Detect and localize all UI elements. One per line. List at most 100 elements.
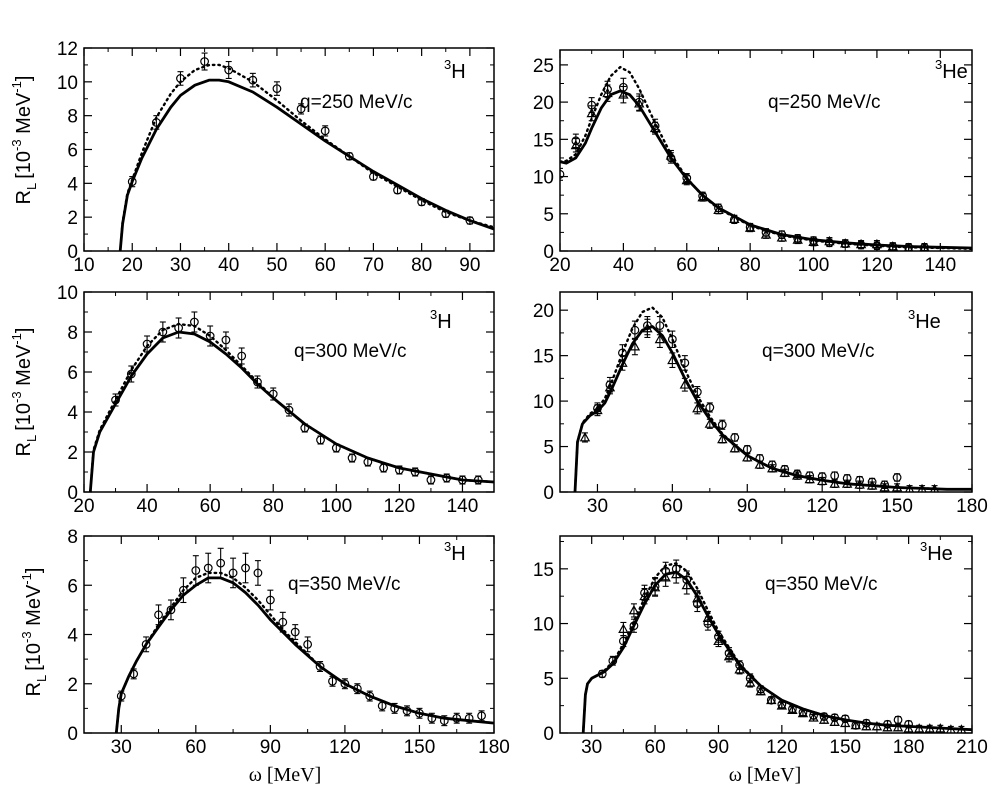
marker-circle: [477, 711, 486, 721]
data-point-triangle: [882, 722, 893, 732]
nucleus-symbol: H: [451, 61, 465, 83]
y-tick-label: 5: [543, 669, 554, 690]
marker-circle: [441, 209, 451, 219]
x-tick-label: 100: [798, 255, 830, 276]
marker-circle: [224, 65, 234, 75]
marker-triangle: [956, 724, 967, 733]
panel-3h-q300: 20 40 60 80 100 120 140 0 2 4 6 8 10 q=300 MeV/c 3H: [57, 283, 495, 517]
marker-triangle: [919, 241, 930, 251]
y-axis-title-row-1: RL[10-3 MeV-1]: [9, 76, 39, 205]
data-point-triangle: [604, 380, 616, 395]
momentum-label: q=350 MeV/c: [765, 574, 878, 595]
plot-frame: [559, 535, 973, 734]
marker-triangle: [667, 354, 678, 365]
data-point-triangle: [791, 470, 803, 480]
data-point-circle: [328, 675, 337, 687]
marker-circle: [730, 433, 740, 442]
marker-triangle: [602, 87, 613, 98]
x-tick-label: 60: [200, 496, 221, 517]
marker-triangle: [903, 723, 914, 733]
marker-triangle: [634, 98, 645, 108]
marker-triangle: [903, 242, 914, 251]
nucleus-label: 3He: [935, 57, 968, 83]
panel-3he-q250: 20 40 60 80 100 120 140 0 5 10 15 20 25 q=250 MeV/c 3H…: [533, 49, 973, 276]
data-point-circle: [742, 444, 752, 454]
data-point-circle: [278, 611, 288, 633]
y-axis-title-row-3: RL[10-3 MeV-1]: [19, 568, 49, 697]
x-tick-label: 30: [587, 496, 608, 517]
x-tick-label: 30: [170, 255, 191, 276]
data-point-triangle: [956, 724, 967, 733]
marker-circle: [692, 387, 702, 397]
data-point-circle: [200, 52, 209, 71]
marker-triangle: [586, 107, 597, 118]
marker-triangle: [808, 712, 819, 722]
marker-circle: [176, 74, 185, 83]
y-tick-label: 15: [533, 130, 554, 151]
marker-circle: [473, 475, 483, 485]
y-tick-label: 4: [67, 403, 78, 424]
x-tick-label: 80: [740, 255, 761, 276]
x-tick-label: 140: [447, 496, 479, 517]
series-layer: [560, 65, 972, 251]
data-point-triangle: [808, 236, 819, 247]
marker-triangle: [654, 333, 666, 344]
data-point-circle: [221, 331, 231, 349]
data-point-triangle: [776, 700, 788, 710]
data-point-circle: [597, 669, 607, 679]
marker-triangle: [882, 722, 893, 732]
data-point-circle: [126, 365, 136, 383]
marker-circle: [363, 457, 373, 467]
data-point-circle: [284, 403, 294, 417]
theory-curve-dotted: [89, 322, 494, 492]
x-tick-label: 120: [861, 255, 893, 276]
marker-circle: [667, 334, 677, 344]
x-tick-label: 80: [263, 496, 284, 517]
data-point-triangle: [887, 241, 898, 251]
marker-triangle: [754, 459, 765, 469]
marker-triangle: [779, 467, 790, 477]
x-tick-label: 20: [122, 255, 143, 276]
marker-circle: [618, 636, 628, 646]
marker-triangle: [579, 432, 591, 442]
marker-circle: [465, 216, 475, 225]
marker-triangle: [829, 716, 840, 727]
data-point-triangle: [787, 704, 798, 714]
y-axis-title-text: RL[10-3 MeV-1]: [9, 76, 39, 205]
data-point-circle: [452, 712, 462, 724]
data-point-triangle: [602, 84, 613, 102]
data-point-triangle: [586, 105, 597, 122]
data-point-circle: [300, 423, 310, 433]
panel-3h-q250: 10 20 30 40 50 60 70 80 90 0 2 4 6 8 10 12 q=250 MeV/c 3H: [57, 39, 495, 276]
data-point-triangle: [755, 685, 766, 696]
marker-triangle: [660, 572, 671, 582]
marker-triangle: [824, 235, 835, 246]
data-point-triangle: [792, 234, 803, 245]
data-point-triangle: [913, 723, 925, 733]
nucleus-mass-number: 3: [920, 539, 927, 554]
data-point-circle: [344, 151, 354, 161]
data-point-circle: [830, 471, 840, 481]
marker-circle: [315, 662, 325, 671]
x-axis-title-left: ω [MeV]: [249, 764, 322, 786]
marker-triangle: [729, 213, 740, 223]
data-point-circle: [426, 475, 436, 485]
data-point-circle: [363, 457, 373, 467]
marker-circle: [560, 169, 565, 179]
data-point-triangle: [697, 191, 708, 202]
data-point-triangle: [829, 478, 840, 489]
data-point-triangle: [744, 677, 756, 688]
data-point-circle: [111, 393, 120, 407]
marker-triangle: [642, 322, 653, 333]
data-point-triangle: [742, 452, 753, 462]
y-axis-title-text: RL[10-3 MeV-1]: [9, 328, 39, 457]
data-point-circle: [417, 197, 427, 207]
data-point-triangle: [729, 442, 741, 453]
y-tick-label: 6: [67, 141, 78, 162]
data-point-circle: [608, 655, 618, 666]
marker-circle: [458, 475, 467, 485]
marker-triangle: [617, 357, 628, 367]
data-point-triangle: [766, 694, 777, 705]
data-point-circle: [154, 604, 163, 626]
